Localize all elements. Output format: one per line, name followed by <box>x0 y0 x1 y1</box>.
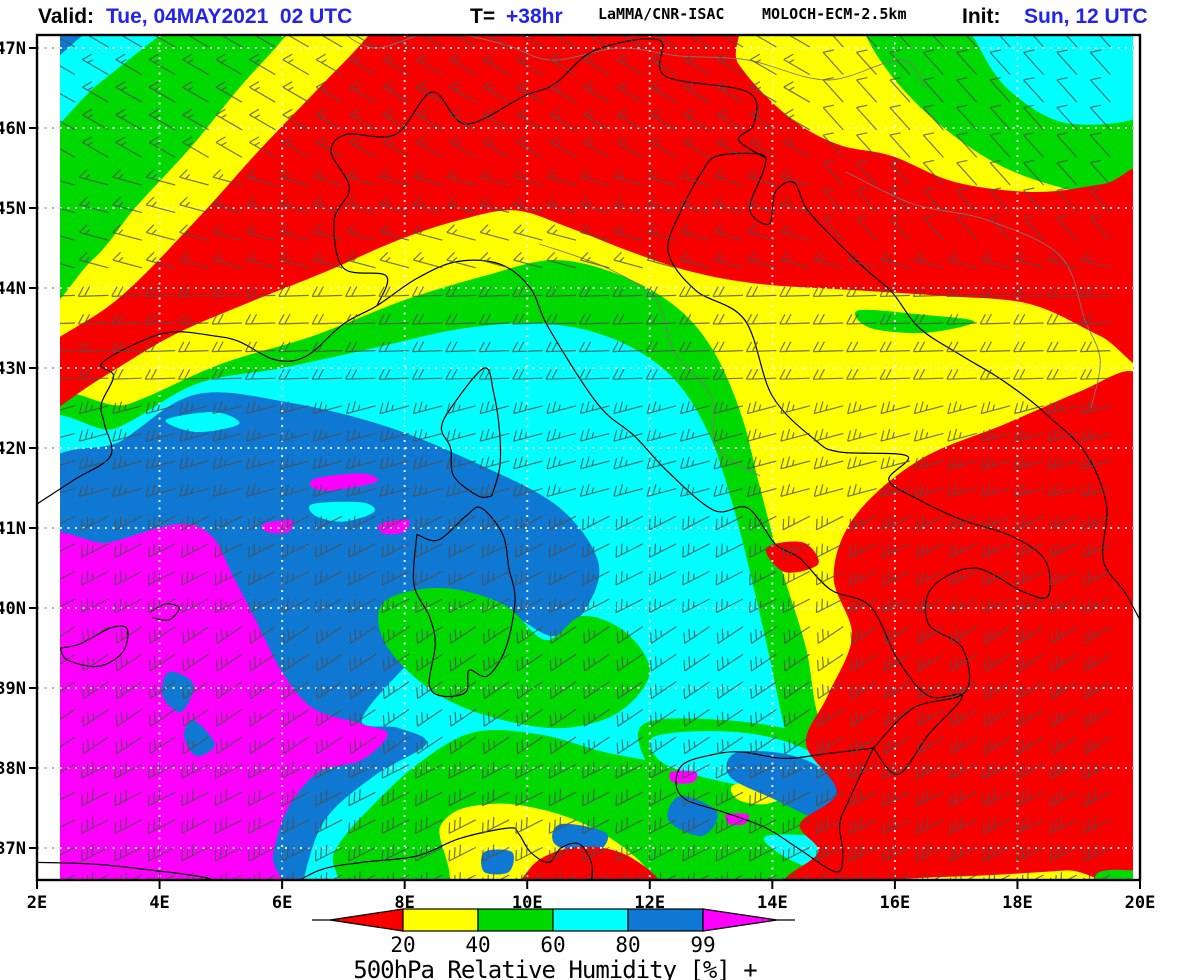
lat-tick-label: 42N <box>0 439 26 459</box>
lat-tick-label: 41N <box>0 519 26 539</box>
lon-tick-label: 18E <box>1002 893 1033 913</box>
forecast-hour-label: T= <box>470 5 496 28</box>
lat-tick-label: 40N <box>0 599 26 619</box>
lon-tick-label: 8E <box>394 893 414 913</box>
org-name: LaMMA/CNR-ISAC <box>598 5 725 23</box>
axis-labels: 47N 46N 45N 44N 43N 42N 41N 40N 39N 38N 37N 2E 4E 6E 8… <box>0 39 1155 913</box>
legend-value: 40 <box>465 933 490 957</box>
legend-value: 99 <box>690 933 715 957</box>
valid-label: Valid: <box>38 5 95 28</box>
lon-tick-label: 12E <box>634 893 665 913</box>
lat-tick-label: 43N <box>0 359 26 379</box>
lon-tick-label: 6E <box>272 893 292 913</box>
lon-tick-label: 16E <box>880 893 911 913</box>
humidity-field <box>60 35 1133 880</box>
map-frame <box>35 33 1142 882</box>
legend-caption: 500hPa Relative Humidity [%] + Wind [kt] <box>353 956 757 980</box>
init-label: Init: <box>962 5 1001 28</box>
lon-tick-label: 14E <box>757 893 788 913</box>
lat-tick-label: 37N <box>0 839 26 859</box>
model-name: MOLOCH-ECM-2.5km <box>762 5 907 23</box>
valid-datetime: Tue, 04MAY2021 02 UTC <box>106 5 353 28</box>
lon-tick-label: 20E <box>1125 893 1156 913</box>
lon-tick-label: 10E <box>512 893 543 913</box>
lat-tick-label: 47N <box>0 39 26 59</box>
lat-tick-label: 46N <box>0 119 26 139</box>
forecast-hour-value: +38hr <box>506 5 563 28</box>
lon-tick-label: 2E <box>27 893 47 913</box>
legend-values: 20 40 60 80 99 <box>390 933 715 957</box>
lon-tick-label: 4E <box>149 893 169 913</box>
legend-colorbar <box>312 908 795 932</box>
init-datetime: Sun, 12 UTC <box>1024 5 1148 28</box>
coastlines <box>37 35 1140 880</box>
lat-tick-label: 38N <box>0 759 26 779</box>
legend-value: 60 <box>540 933 565 957</box>
legend-value: 80 <box>615 933 640 957</box>
title-bar: Valid: Tue, 04MAY2021 02 UTC T= +38hr La… <box>0 2 1180 34</box>
lat-tick-label: 45N <box>0 199 26 219</box>
lat-tick-label: 39N <box>0 679 26 699</box>
legend-value: 20 <box>390 933 415 957</box>
lat-tick-label: 44N <box>0 279 26 299</box>
wind-barbs <box>60 35 1111 880</box>
